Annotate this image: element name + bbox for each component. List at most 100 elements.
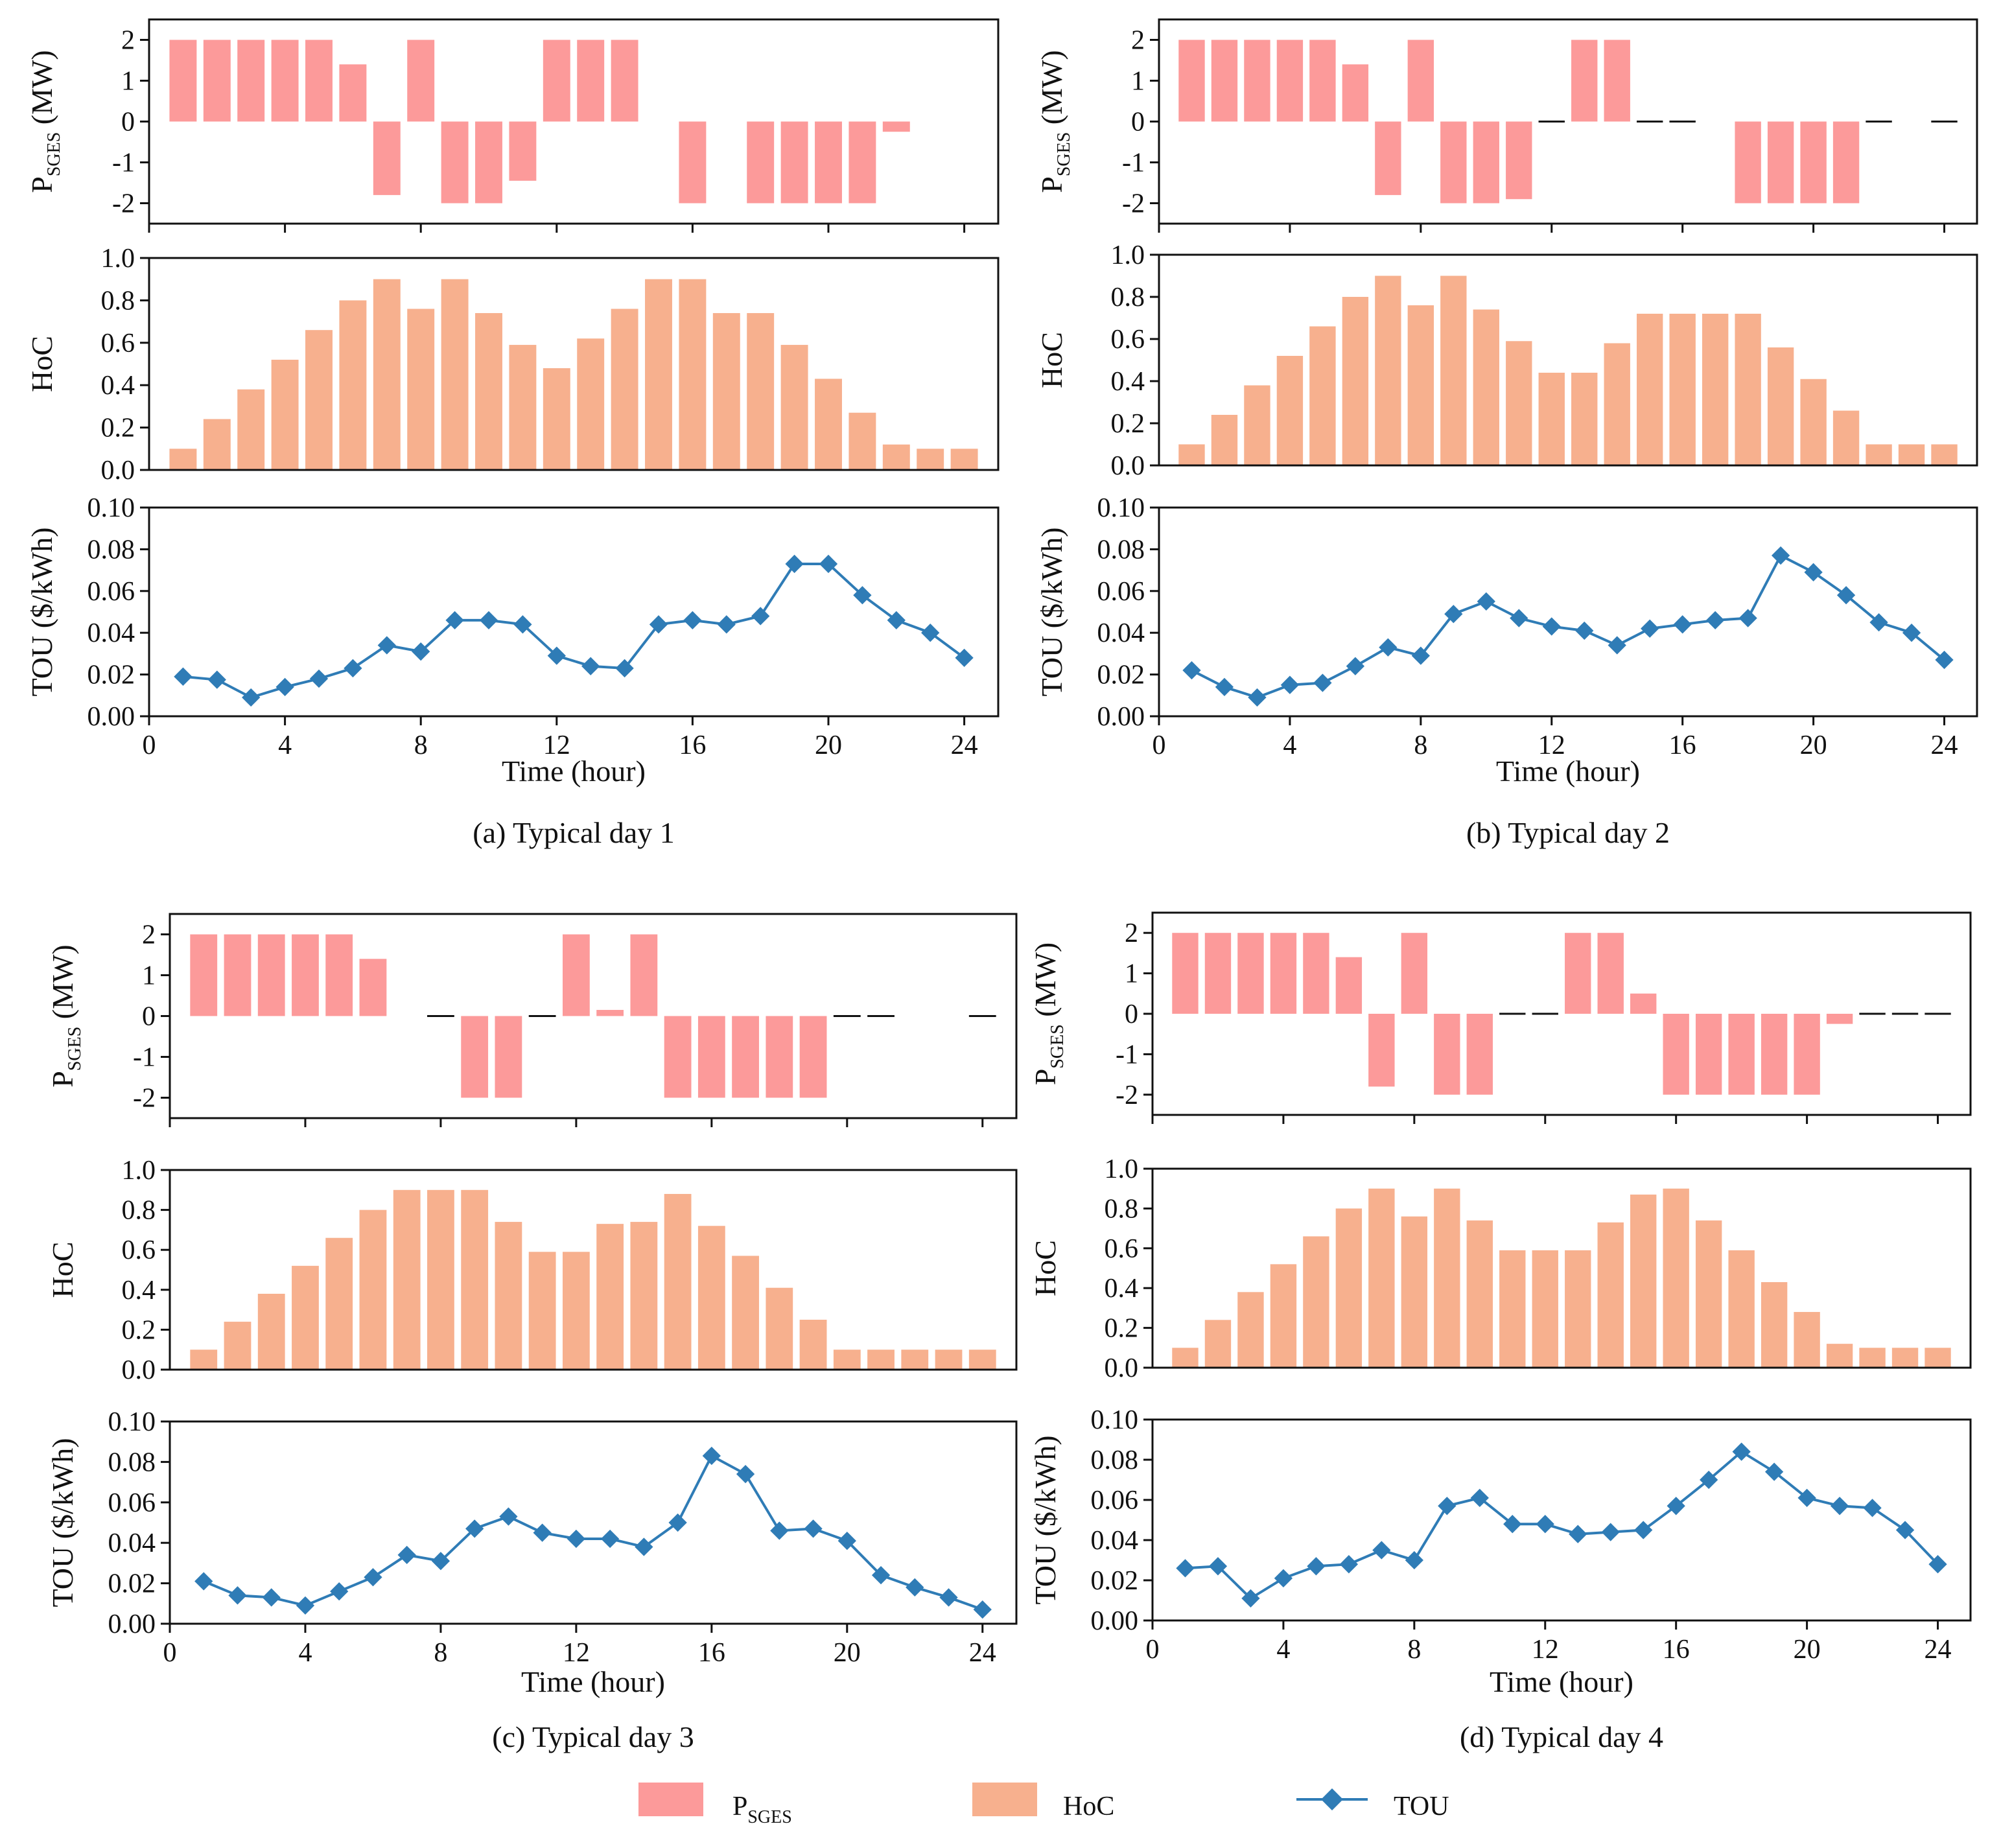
legend: PSGES HoC TOU (638, 1783, 1449, 1827)
psges-bar (780, 121, 808, 204)
tou-point (906, 1578, 924, 1597)
hoc-ytick-label: 0.0 (101, 456, 135, 485)
hoc-bar (766, 1287, 793, 1370)
psges-ylabel-sub: SGES (65, 1027, 85, 1071)
legend-psges-swatch (638, 1783, 703, 1816)
tou-xtick-label: 0 (143, 731, 156, 760)
psges-ytick-label: 1 (1125, 959, 1138, 989)
tou-point (1176, 1559, 1195, 1578)
psges-ylabel: PSGES (MW) (46, 944, 85, 1088)
hoc-bar (833, 1350, 861, 1370)
hoc-bar (359, 1210, 387, 1370)
tou-ytick-label: 0.06 (88, 577, 135, 607)
tou-point (296, 1596, 315, 1615)
tou-xtick-label: 8 (434, 1638, 447, 1668)
psges-bar (509, 121, 537, 181)
psges-bar (1172, 933, 1199, 1014)
hoc-bar (577, 338, 605, 470)
tou-ytick-label: 0.06 (1097, 577, 1145, 607)
hoc-bar (697, 1226, 725, 1370)
psges-bar (203, 40, 231, 122)
tou-point (1935, 650, 1954, 670)
tou-point (567, 1529, 586, 1549)
tou-point (1608, 636, 1626, 655)
psges-subplot: 2 1 0 -1 -2 PSGES (MW) (46, 913, 1018, 1127)
psges-bar (611, 40, 638, 122)
psges-bar (1244, 40, 1270, 122)
tou-ytick-label: 0.10 (1091, 1405, 1139, 1435)
psges-ytick-label: 2 (1125, 918, 1138, 948)
hoc-bar (1597, 1222, 1624, 1368)
tou-point (513, 615, 532, 634)
psges-bar (1735, 121, 1761, 204)
tou-xtick-label: 0 (163, 1638, 177, 1668)
hoc-bar (190, 1350, 218, 1370)
tou-point (1339, 1555, 1359, 1574)
tou-point (330, 1582, 349, 1601)
psges-bar (1794, 1014, 1820, 1095)
hoc-bar (1466, 1220, 1493, 1368)
hoc-bar (339, 300, 367, 470)
tou-ytick-label: 0.02 (108, 1569, 156, 1599)
hoc-bar (1931, 444, 1958, 465)
tou-point (837, 1531, 856, 1550)
hoc-ytick-label: 1.0 (101, 244, 135, 274)
psges-subplot: 2 1 0 -1 -2 PSGES (MW) (1035, 18, 1978, 233)
psges-ylabel-main: P (46, 1071, 79, 1088)
tou-point (262, 1588, 281, 1607)
psges-ytick-label: 2 (121, 26, 135, 56)
tou-point (479, 611, 498, 630)
psges-bar (407, 40, 435, 122)
tou-point (1673, 615, 1692, 634)
psges-ylabel-unit: (MW) (25, 50, 58, 132)
psges-bar (1800, 121, 1827, 204)
hoc-bar (1735, 314, 1761, 465)
hoc-bar (1506, 341, 1532, 465)
tou-point (1274, 1569, 1293, 1588)
tou-xtick-label: 24 (1925, 1635, 1952, 1665)
hoc-bar (325, 1237, 353, 1370)
psges-bar (305, 40, 333, 122)
hoc-ytick-label: 0.6 (122, 1235, 156, 1265)
psges-bar (1368, 1014, 1395, 1087)
tou-point (465, 1519, 484, 1538)
hoc-ytick-label: 0.4 (1105, 1274, 1139, 1304)
psges-ytick-label: -1 (1116, 1040, 1138, 1070)
hoc-bar (1669, 314, 1696, 465)
tou-xtick-label: 8 (1407, 1635, 1421, 1665)
hoc-bar (271, 359, 299, 470)
hoc-bar (901, 1350, 929, 1370)
tou-xlabel: Time (hour) (502, 754, 646, 788)
hoc-bar (968, 1350, 996, 1370)
psges-bar (190, 934, 218, 1016)
tou-subplot: 0.00 0.02 0.04 0.06 0.08 0.10 0 4 8 12 16 20 24 TOU (… (1035, 493, 1978, 788)
psges-bar (237, 40, 265, 122)
tou-point (1248, 688, 1267, 707)
hoc-bar (1309, 326, 1336, 465)
tou-point (1869, 613, 1888, 632)
hoc-bar (1244, 385, 1270, 465)
tou-point (1470, 1488, 1489, 1508)
hoc-bar (1401, 1216, 1428, 1368)
tou-point (581, 657, 600, 675)
psges-ytick-label: 0 (142, 1002, 156, 1032)
tou-ylabel: TOU ($/kWh) (46, 1438, 79, 1607)
panel-caption: (a) Typical day 1 (473, 816, 674, 849)
tou-point (1542, 617, 1561, 636)
tou-point (1444, 605, 1463, 624)
tou-xtick-label: 20 (815, 731, 842, 760)
psges-bar (1407, 40, 1434, 122)
tou-ytick-label: 0.02 (1091, 1566, 1139, 1596)
tou-point (1379, 638, 1398, 657)
tou-xlabel: Time (hour) (1496, 754, 1640, 788)
psges-ytick-label: 0 (1125, 1000, 1138, 1029)
hoc-ytick-label: 0.2 (1111, 409, 1145, 439)
hoc-bar (1211, 415, 1238, 465)
hoc-bar (1499, 1250, 1526, 1368)
psges-ylabel-main: P (1035, 176, 1068, 193)
psges-bar (848, 121, 876, 204)
hoc-ytick-label: 0.8 (1111, 283, 1145, 312)
hoc-bar (475, 313, 502, 470)
hoc-ytick-label: 0.8 (101, 286, 135, 316)
